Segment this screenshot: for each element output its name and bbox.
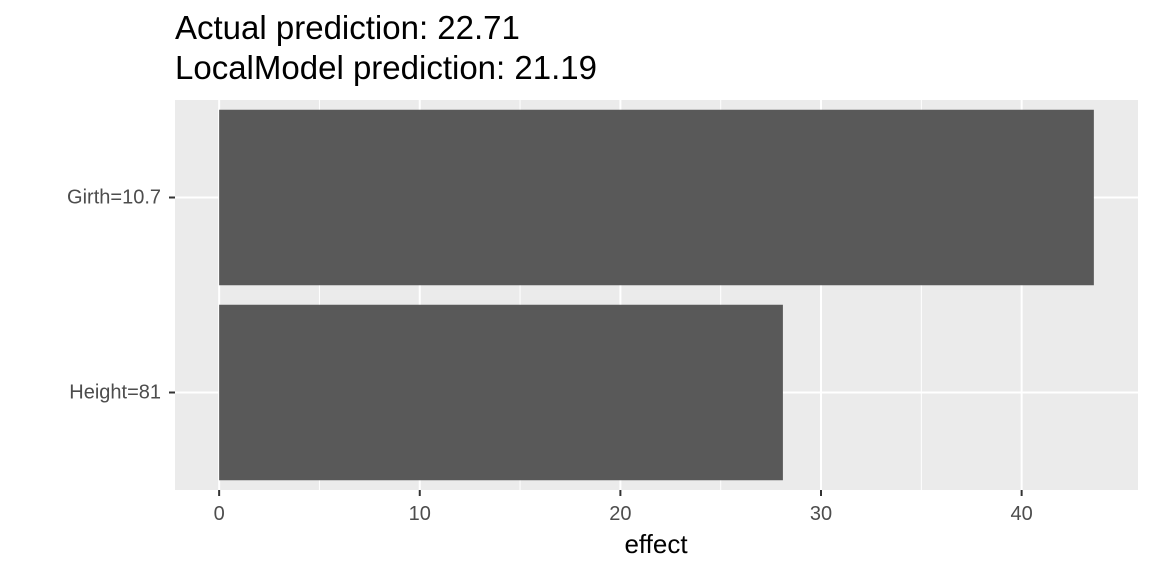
- chart-title-line-2: LocalModel prediction: 21.19: [175, 49, 597, 86]
- x-tick-label: 20: [609, 503, 631, 525]
- bar: [219, 304, 783, 481]
- y-axis: Girth=10.7 Height=81: [67, 187, 175, 404]
- x-tick-label: 40: [1011, 503, 1033, 525]
- y-tick-label: Girth=10.7: [67, 187, 161, 209]
- bars: [219, 109, 1094, 481]
- y-tick-label: Height=81: [69, 382, 161, 404]
- x-tick-label: 10: [409, 503, 431, 525]
- x-tick-label: 0: [214, 503, 225, 525]
- x-axis: 0 10 20 30 40: [214, 490, 1033, 525]
- bar: [219, 109, 1094, 286]
- x-tick-label: 30: [810, 503, 832, 525]
- x-axis-label: effect: [624, 529, 688, 559]
- chart-title-line-1: Actual prediction: 22.71: [175, 9, 520, 46]
